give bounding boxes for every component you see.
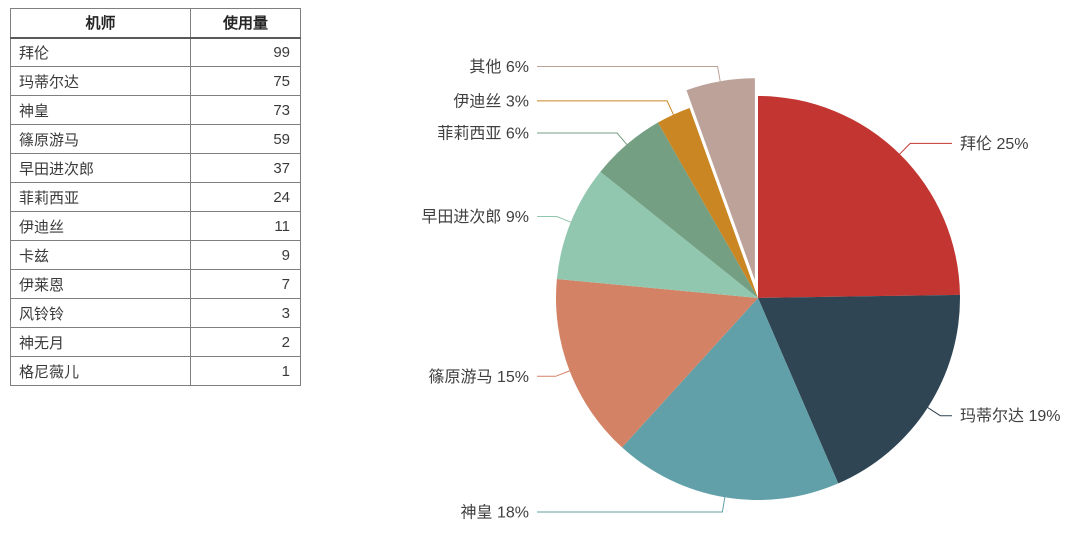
pie-slice-玛蒂尔达[interactable] xyxy=(758,294,961,484)
pie-label: 伊迪丝 3% xyxy=(453,92,529,110)
pie-label: 拜伦 25% xyxy=(960,135,1028,153)
pie-label-line xyxy=(537,370,570,377)
usage-value-cell: 1 xyxy=(190,356,301,386)
pilot-name-cell: 风铃铃 xyxy=(10,298,191,328)
table-row: 拜伦 99 xyxy=(10,37,301,67)
pie-label: 早田进次郎 9% xyxy=(421,208,529,226)
pilot-name-cell: 神无月 xyxy=(10,327,191,357)
table-row: 神皇 73 xyxy=(10,95,301,125)
pilot-name-cell: 早田进次郎 xyxy=(10,153,191,183)
pie-slice-神皇[interactable] xyxy=(622,298,839,501)
usage-value-cell: 73 xyxy=(190,95,301,125)
usage-table: 机师 使用量 拜伦 99 玛蒂尔达 75 神皇 73 篠原游马 59 早田进次郎 37 菲莉西亚 24… xyxy=(10,8,301,386)
usage-value-cell: 24 xyxy=(190,182,301,212)
pie-label: 菲莉西亚 6% xyxy=(437,124,529,142)
pie-slice-菲莉西亚[interactable] xyxy=(600,122,758,298)
usage-value-cell: 75 xyxy=(190,66,301,96)
usage-value-cell: 37 xyxy=(190,153,301,183)
pie-label-line xyxy=(537,65,721,82)
pie-label-line xyxy=(537,216,571,223)
table-row: 玛蒂尔达 75 xyxy=(10,66,301,96)
table-row: 风铃铃 3 xyxy=(10,298,301,328)
table-row: 卡兹 9 xyxy=(10,240,301,270)
pie-label-line xyxy=(537,132,628,145)
pie-label-line xyxy=(537,497,726,513)
usage-value-cell: 59 xyxy=(190,124,301,154)
pilot-name-cell: 伊迪丝 xyxy=(10,211,191,241)
pie-slice-伊迪丝[interactable] xyxy=(657,107,758,299)
pie-slice-篠原游马[interactable] xyxy=(556,278,758,448)
pilot-name-cell: 菲莉西亚 xyxy=(10,182,191,212)
header-pilot: 机师 xyxy=(10,8,191,39)
table-row: 格尼薇儿 1 xyxy=(10,356,301,386)
usage-value-cell: 3 xyxy=(190,298,301,328)
usage-table-body: 拜伦 99 玛蒂尔达 75 神皇 73 篠原游马 59 早田进次郎 37 菲莉西亚 24 伊迪丝 11 卡兹… xyxy=(10,37,301,386)
pie-label-line xyxy=(927,407,952,417)
pie-label-line xyxy=(537,100,674,115)
table-row: 菲莉西亚 24 xyxy=(10,182,301,212)
pie-label-line xyxy=(899,142,952,155)
pie-slice-早田进次郎[interactable] xyxy=(556,171,758,298)
pilot-name-cell: 伊莱恩 xyxy=(10,269,191,299)
table-header-row: 机师 使用量 xyxy=(10,8,301,39)
table-row: 篠原游马 59 xyxy=(10,124,301,154)
pilot-name-cell: 神皇 xyxy=(10,95,191,125)
table-row: 伊迪丝 11 xyxy=(10,211,301,241)
pie-label: 玛蒂尔达 19% xyxy=(960,407,1060,425)
pilot-name-cell: 篠原游马 xyxy=(10,124,191,154)
pie-label: 其他 6% xyxy=(469,58,529,76)
pie-label: 神皇 18% xyxy=(461,504,529,522)
table-row: 神无月 2 xyxy=(10,327,301,357)
table-row: 伊莱恩 7 xyxy=(10,269,301,299)
usage-value-cell: 11 xyxy=(190,211,301,241)
pilot-name-cell: 卡兹 xyxy=(10,240,191,270)
pie-slice-其他[interactable] xyxy=(686,78,755,281)
header-usage: 使用量 xyxy=(190,8,301,39)
table-row: 早田进次郎 37 xyxy=(10,153,301,183)
pilot-name-cell: 格尼薇儿 xyxy=(10,356,191,386)
pie-slice-拜伦[interactable] xyxy=(758,96,960,298)
pie-label: 篠原游马 15% xyxy=(429,368,529,386)
usage-value-cell: 99 xyxy=(190,37,301,67)
